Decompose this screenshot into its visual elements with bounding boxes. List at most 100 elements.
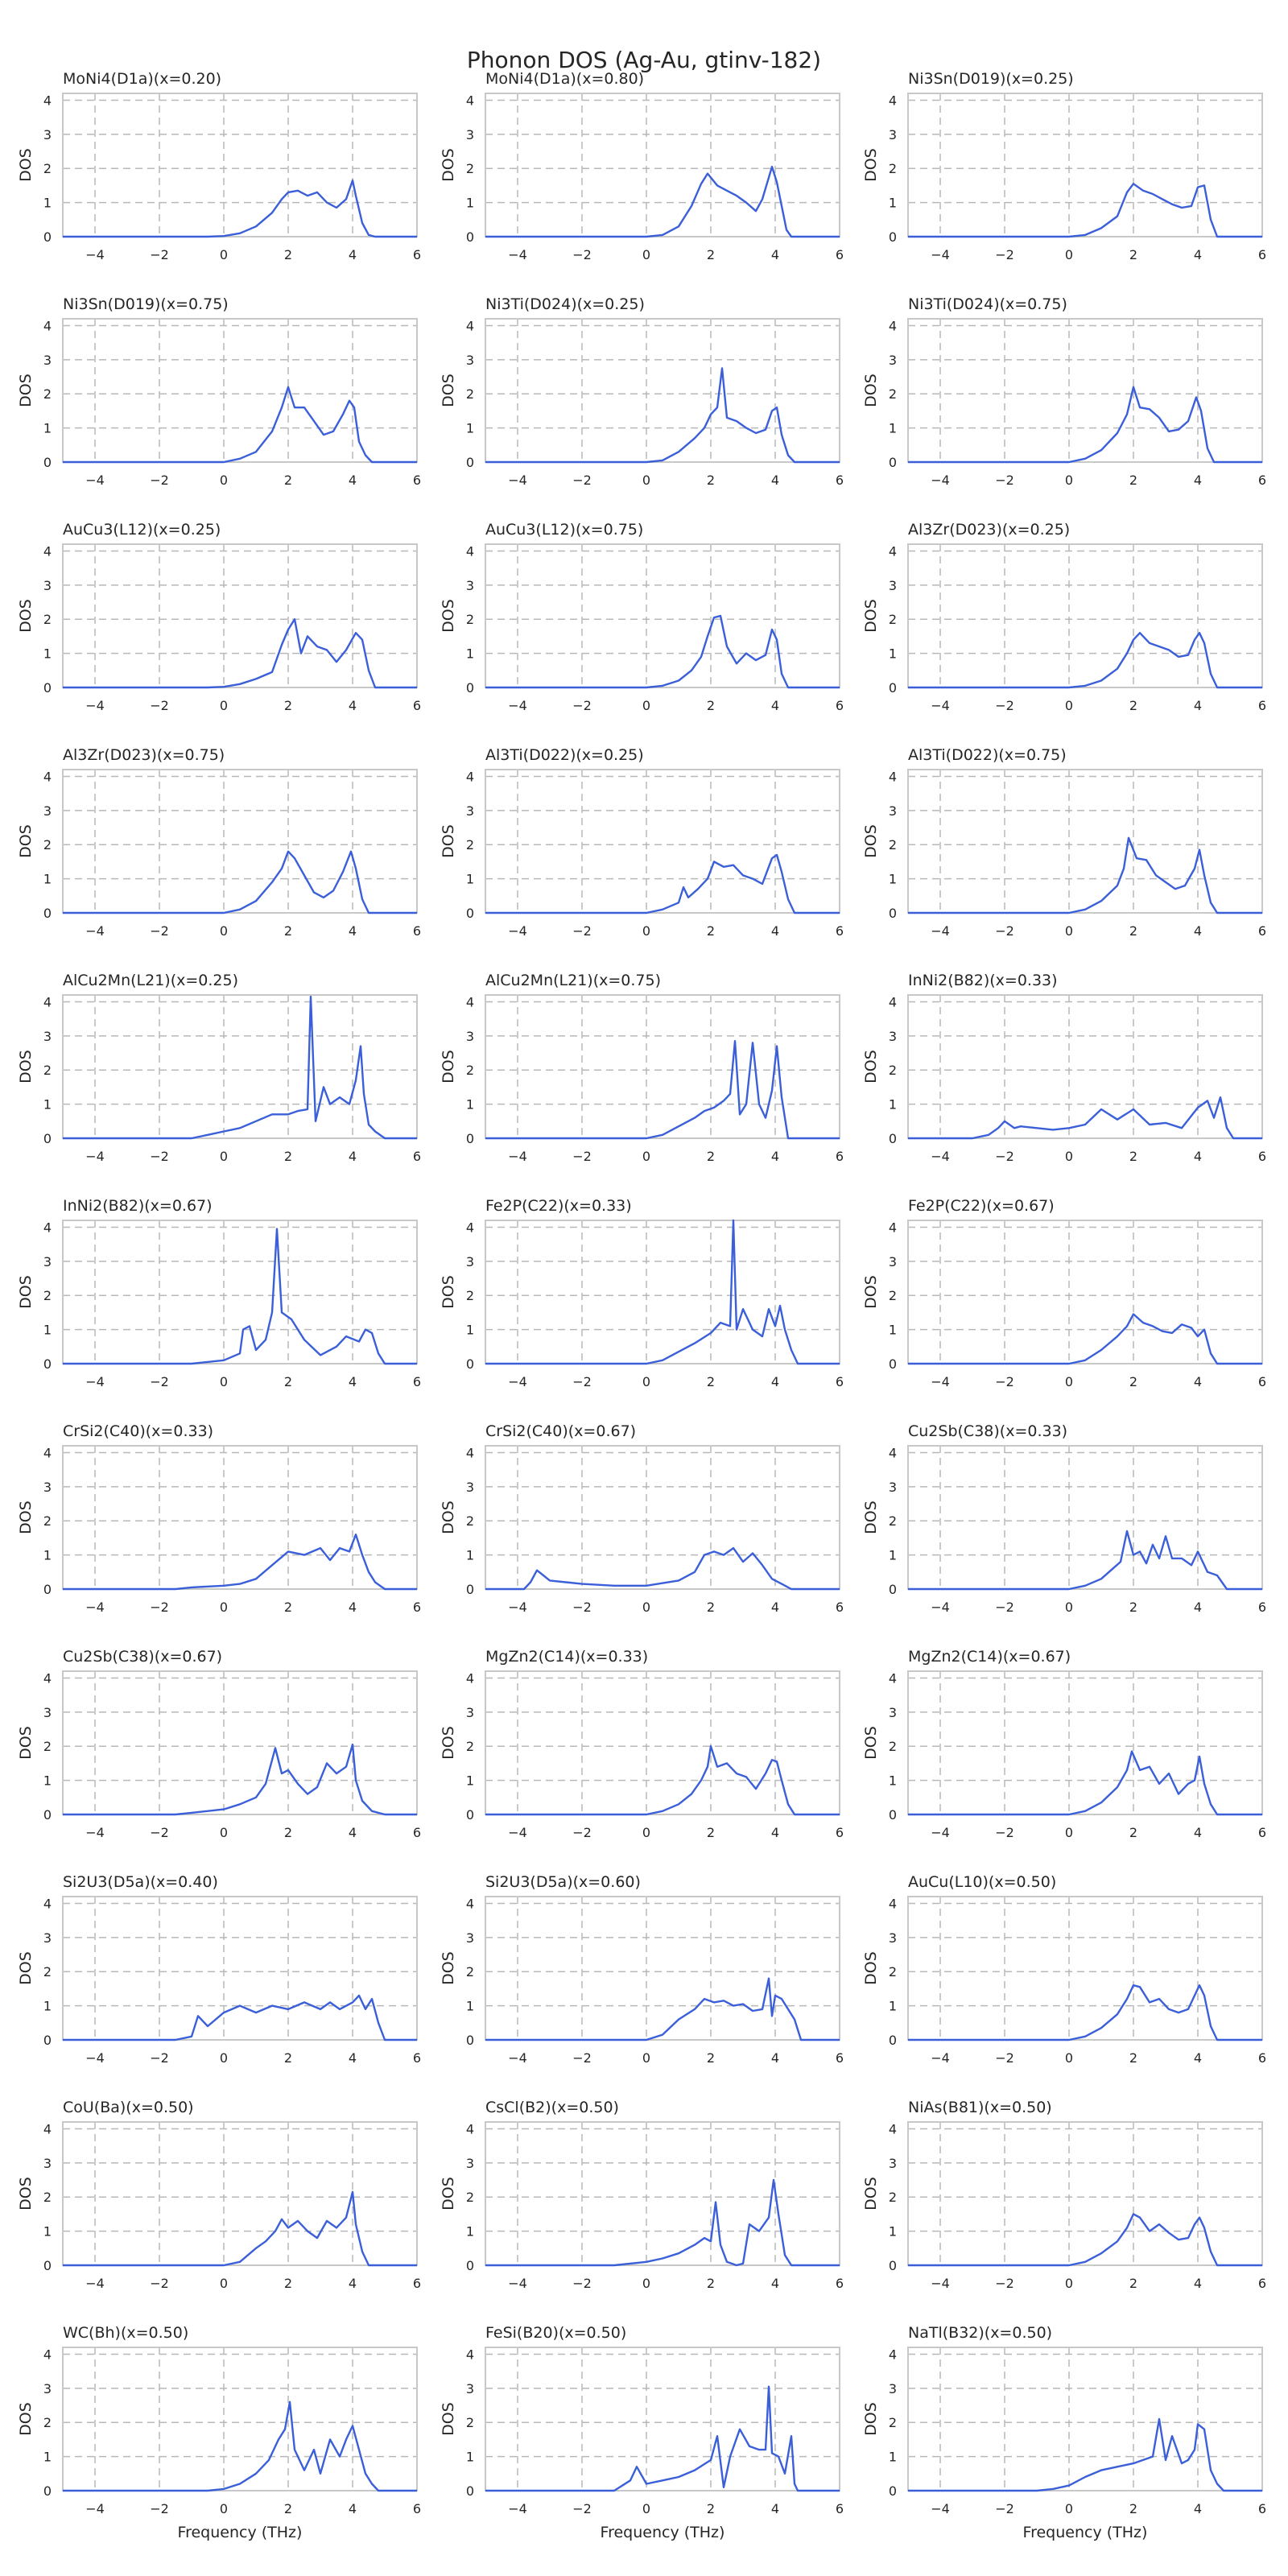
- y-tick-label: 3: [889, 1480, 897, 1495]
- x-tick-label: −2: [572, 1149, 592, 1164]
- y-axis-label: DOS: [17, 599, 35, 633]
- y-tick-label: 4: [889, 1220, 897, 1235]
- x-tick-label: −2: [572, 1600, 592, 1615]
- x-tick-label: 2: [1129, 247, 1137, 262]
- dos-series-line: [485, 165, 840, 238]
- x-tick-label: 0: [642, 247, 650, 262]
- x-tick-label: 2: [707, 1825, 715, 1840]
- y-tick-label: 4: [43, 2121, 52, 2136]
- y-tick-label: 0: [889, 2033, 897, 2048]
- y-axis-label: DOS: [17, 1726, 35, 1760]
- y-tick-label: 0: [466, 1131, 474, 1146]
- x-tick-label: 6: [413, 1600, 421, 1615]
- plot-frame: [907, 93, 1263, 237]
- x-tick-label: 0: [1065, 2501, 1073, 2516]
- y-tick-label: 4: [466, 769, 474, 784]
- y-tick-label: 2: [889, 2190, 897, 2205]
- y-tick-label: 1: [889, 1999, 897, 2014]
- x-tick-label: 4: [349, 1374, 357, 1389]
- x-tick-label: −4: [508, 1825, 527, 1840]
- y-tick-label: 4: [889, 318, 897, 333]
- y-tick-label: 4: [889, 994, 897, 1009]
- x-tick-label: −2: [150, 923, 169, 939]
- x-tick-label: 4: [1194, 473, 1202, 488]
- plot-frame: [907, 769, 1263, 914]
- y-tick-label: 3: [889, 1254, 897, 1269]
- y-axis-label: DOS: [862, 1275, 880, 1309]
- x-tick-label: 6: [836, 1600, 844, 1615]
- y-tick-label: 4: [466, 2121, 474, 2136]
- dos-series-line: [485, 367, 840, 464]
- x-tick-label: −2: [150, 1825, 169, 1840]
- x-tick-label: 6: [836, 2050, 844, 2066]
- y-tick-label: 3: [889, 353, 897, 368]
- y-axis-label: DOS: [862, 148, 880, 182]
- y-tick-label: 0: [466, 455, 474, 470]
- x-tick-label: −2: [150, 473, 169, 488]
- x-tick-label: −4: [85, 473, 105, 488]
- dos-panel: FeSi(B20)(x=0.50) −4 −2 0 2 4 6 0 1 2 3 4 DOS Frequen…: [440, 2324, 844, 2541]
- panel-title: Fe2P(C22)(x=0.67): [908, 1197, 1055, 1215]
- dos-series-line: [485, 1977, 840, 2041]
- x-tick-label: 0: [1065, 698, 1073, 713]
- x-tick-label: 0: [220, 1825, 228, 1840]
- x-tick-label: 0: [642, 1149, 650, 1164]
- panel-title: AuCu3(L12)(x=0.75): [485, 521, 643, 539]
- y-tick-label: 1: [43, 1773, 52, 1789]
- x-tick-label: −2: [995, 473, 1014, 488]
- x-tick-label: 2: [284, 1825, 292, 1840]
- dos-panel: Cu2Sb(C38)(x=0.67) −4 −2 0 2 4 6 0 1 2 3 4 DOS: [17, 1648, 421, 1840]
- x-tick-label: 6: [836, 1149, 844, 1164]
- dos-series-line: [63, 1743, 417, 1816]
- x-tick-label: 0: [1065, 1374, 1073, 1389]
- x-tick-label: 6: [413, 1825, 421, 1840]
- dos-series-line: [908, 2213, 1262, 2267]
- x-tick-label: 6: [836, 473, 844, 488]
- plot-frame: [62, 994, 418, 1139]
- panel-title: WC(Bh)(x=0.50): [63, 2324, 188, 2342]
- x-tick-label: 0: [642, 1825, 650, 1840]
- dos-panel: NiAs(B81)(x=0.50) −4 −2 0 2 4 6 0 1 2 3 4 DOS: [862, 2099, 1266, 2291]
- x-tick-label: 6: [413, 2276, 421, 2291]
- y-tick-label: 3: [889, 2381, 897, 2396]
- x-tick-label: 6: [413, 1149, 421, 1164]
- x-tick-label: 4: [1194, 2501, 1202, 2516]
- x-tick-label: 6: [1258, 923, 1266, 939]
- y-tick-label: 0: [889, 1582, 897, 1597]
- plot-frame: [485, 994, 840, 1139]
- plot-frame: [62, 1445, 418, 1590]
- x-tick-label: 6: [836, 1374, 844, 1389]
- x-axis-label: Frequency (THz): [178, 2524, 303, 2541]
- dos-series-line: [908, 183, 1262, 238]
- x-tick-label: −2: [995, 2050, 1014, 2066]
- dos-series-line: [485, 2178, 840, 2267]
- x-tick-label: 4: [771, 473, 779, 488]
- y-tick-label: 2: [43, 2415, 52, 2430]
- panel-title: Al3Zr(D023)(x=0.75): [63, 746, 225, 764]
- dos-panel: AuCu(L10)(x=0.50) −4 −2 0 2 4 6 0 1 2 3 4 DOS: [862, 1873, 1266, 2066]
- plot-frame: [907, 1445, 1263, 1590]
- y-tick-label: 3: [466, 1930, 474, 1946]
- y-tick-label: 4: [466, 1445, 474, 1460]
- y-tick-label: 0: [43, 229, 52, 245]
- plot-frame: [485, 1896, 840, 2041]
- x-tick-label: 6: [413, 473, 421, 488]
- plot-frame: [485, 93, 840, 237]
- x-tick-label: 0: [642, 1374, 650, 1389]
- y-tick-label: 2: [466, 1288, 474, 1303]
- x-tick-label: −4: [931, 1600, 950, 1615]
- y-tick-label: 3: [43, 803, 52, 819]
- y-tick-label: 1: [889, 872, 897, 887]
- y-tick-label: 3: [43, 1480, 52, 1495]
- x-tick-label: −4: [85, 923, 105, 939]
- x-tick-label: −4: [85, 1149, 105, 1164]
- x-tick-label: −2: [572, 2501, 592, 2516]
- plot-frame: [485, 2347, 840, 2491]
- x-tick-label: 0: [642, 698, 650, 713]
- x-tick-label: 2: [1129, 473, 1137, 488]
- dos-panel: Al3Zr(D023)(x=0.25) −4 −2 0 2 4 6 0 1 2 3 4 DOS: [862, 521, 1266, 713]
- x-tick-label: 4: [349, 1600, 357, 1615]
- y-tick-label: 0: [466, 906, 474, 921]
- y-tick-label: 2: [43, 2190, 52, 2205]
- x-tick-label: −4: [508, 923, 527, 939]
